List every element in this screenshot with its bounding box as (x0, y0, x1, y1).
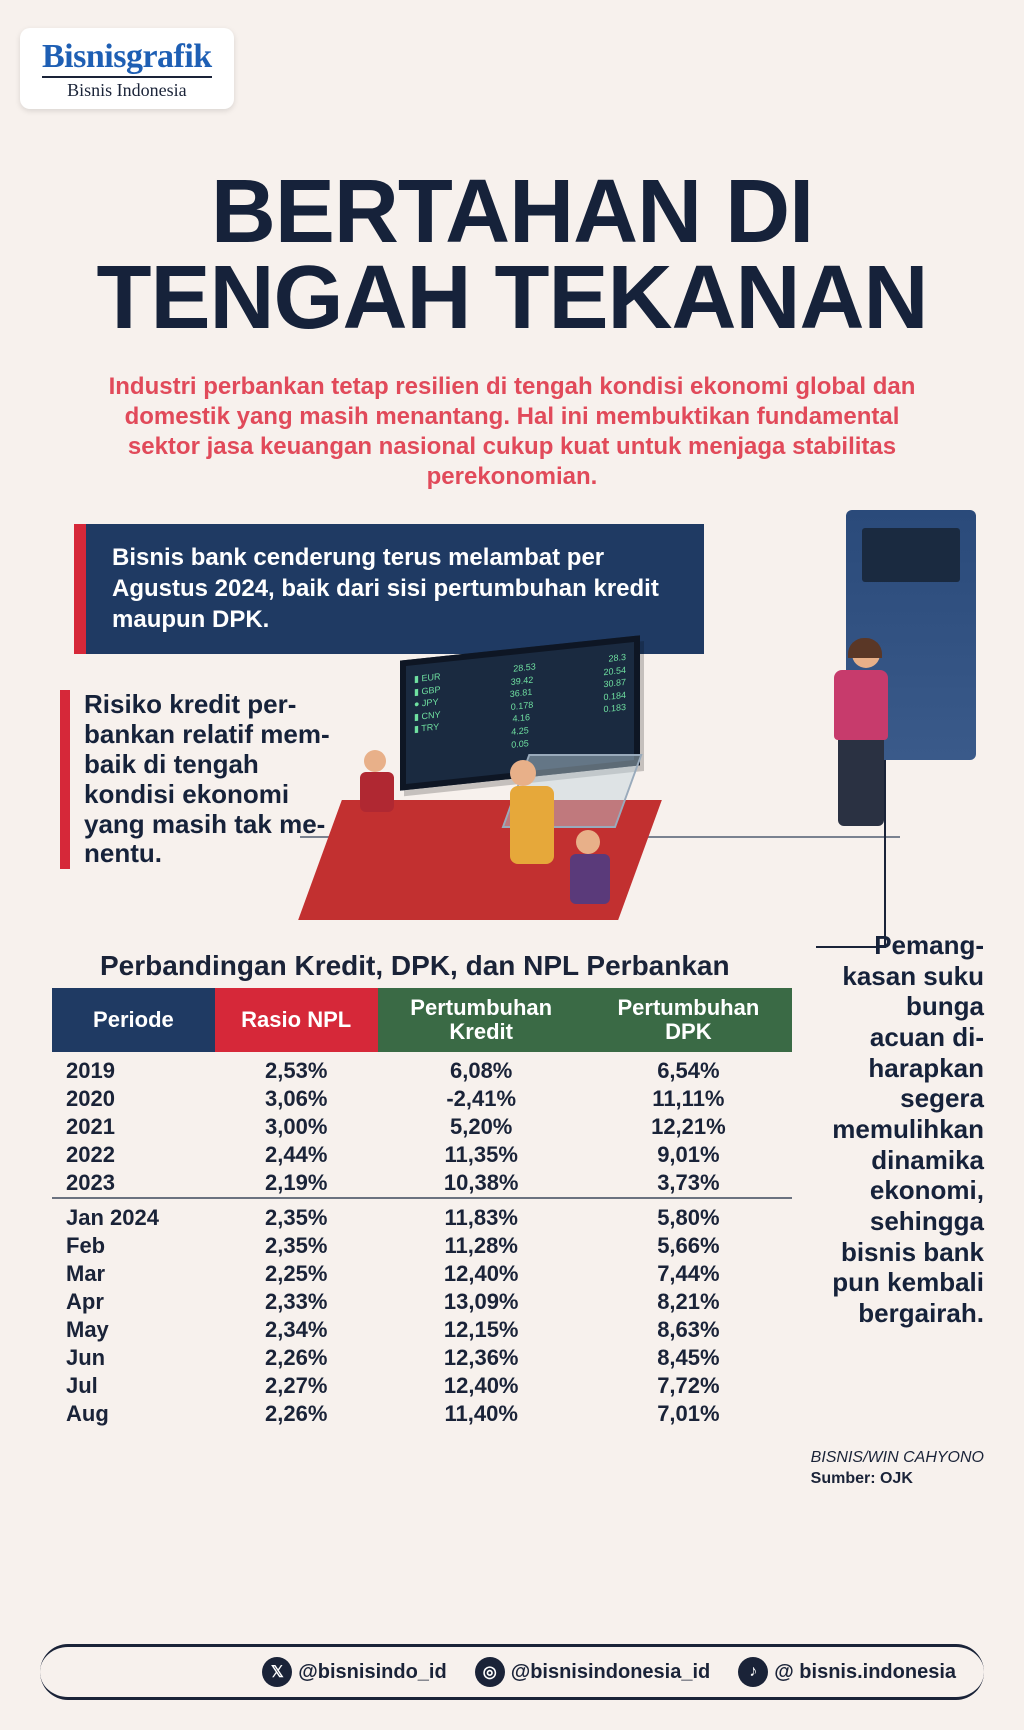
table-row: Jul2,27%12,40%7,72% (52, 1372, 792, 1400)
social-x: 𝕏 @bisnisindo_id (262, 1657, 446, 1687)
headline: BERTAHAN DITENGAH TEKANAN (0, 170, 1024, 341)
comparison-table: Perbandingan Kredit, DPK, dan NPL Perban… (52, 950, 792, 1428)
credit-block: BISNIS/WIN CAHYONO Sumber: OJK (811, 1448, 984, 1490)
table-cell: 8,21% (585, 1288, 792, 1316)
table-row: Mar2,25%12,40%7,44% (52, 1260, 792, 1288)
table-row: Jan 20242,35%11,83%5,80% (52, 1198, 792, 1232)
table-row: Feb2,35%11,28%5,66% (52, 1232, 792, 1260)
table-cell: 3,73% (585, 1169, 792, 1198)
table-cell: 2,44% (215, 1141, 378, 1169)
table-header-cell: PertumbuhanKredit (378, 988, 585, 1052)
table-cell: 2,53% (215, 1052, 378, 1085)
table-cell: 11,35% (378, 1141, 585, 1169)
table-cell: 6,54% (585, 1052, 792, 1085)
table-cell: 2,27% (215, 1372, 378, 1400)
social-ig-handle: @bisnisindonesia_id (511, 1661, 711, 1684)
tiktok-icon: ♪ (738, 1657, 768, 1687)
table-cell: 2,33% (215, 1288, 378, 1316)
table-cell: 12,40% (378, 1260, 585, 1288)
table-row: 20213,00%5,20%12,21% (52, 1113, 792, 1141)
social-tiktok: ♪ @ bisnis.indonesia (738, 1657, 956, 1687)
table-cell: 2019 (52, 1052, 215, 1085)
table-cell: 2023 (52, 1169, 215, 1198)
table-row: May2,34%12,15%8,63% (52, 1316, 792, 1344)
table-row: 20192,53%6,08%6,54% (52, 1052, 792, 1085)
table-title: Perbandingan Kredit, DPK, dan NPL Perban… (52, 950, 792, 982)
table-cell: 3,06% (215, 1085, 378, 1113)
table-cell: 2,35% (215, 1198, 378, 1232)
table-cell: Aug (52, 1400, 215, 1428)
table-cell: 10,38% (378, 1169, 585, 1198)
table-header-cell: Periode (52, 988, 215, 1052)
table-row: Jun2,26%12,36%8,45% (52, 1344, 792, 1372)
table-cell: 9,01% (585, 1141, 792, 1169)
social-tt-handle: @ bisnis.indonesia (774, 1661, 956, 1684)
table-cell: 2,19% (215, 1169, 378, 1198)
callout-primary: Bisnis bank cenderung terus melambat per… (74, 524, 704, 654)
logo-sub: Bisnis Indonesia (42, 76, 212, 101)
customer2-illustration (570, 830, 610, 904)
table-cell: 12,36% (378, 1344, 585, 1372)
table-cell: 8,63% (585, 1316, 792, 1344)
table-cell: 5,20% (378, 1113, 585, 1141)
table-cell: -2,41% (378, 1085, 585, 1113)
table-cell: May (52, 1316, 215, 1344)
customer1-illustration (510, 760, 554, 864)
table-cell: 3,00% (215, 1113, 378, 1141)
table-cell: 11,40% (378, 1400, 585, 1428)
x-icon: 𝕏 (262, 1657, 292, 1687)
table-cell: 8,45% (585, 1344, 792, 1372)
teller-illustration (360, 750, 396, 810)
table-cell: 11,11% (585, 1085, 792, 1113)
callout-side: Pemang-kasan sukubungaacuan di-harapkans… (816, 930, 984, 1329)
table-row: 20222,44%11,35%9,01% (52, 1141, 792, 1169)
logo-main: Bisnisgrafik (42, 38, 212, 76)
table-cell: 12,21% (585, 1113, 792, 1141)
table-cell: 6,08% (378, 1052, 585, 1085)
pointer-line-v (884, 760, 886, 946)
table-cell: 2,25% (215, 1260, 378, 1288)
table-cell: Jan 2024 (52, 1198, 215, 1232)
table-header-cell: Rasio NPL (215, 988, 378, 1052)
table-cell: 5,66% (585, 1232, 792, 1260)
table-cell: 5,80% (585, 1198, 792, 1232)
table-cell: Mar (52, 1260, 215, 1288)
table-cell: 7,01% (585, 1400, 792, 1428)
table-cell: 12,15% (378, 1316, 585, 1344)
table-row: 20203,06%-2,41%11,11% (52, 1085, 792, 1113)
table-cell: 7,44% (585, 1260, 792, 1288)
table-cell: 12,40% (378, 1372, 585, 1400)
table-cell: 2,35% (215, 1232, 378, 1260)
table-cell: 2,26% (215, 1400, 378, 1428)
credit-source: Sumber: OJK (811, 1469, 984, 1490)
table-cell: 2,26% (215, 1344, 378, 1372)
instagram-icon: ◎ (475, 1657, 505, 1687)
table-cell: 11,28% (378, 1232, 585, 1260)
table-row: Aug2,26%11,40%7,01% (52, 1400, 792, 1428)
table-cell: Jun (52, 1344, 215, 1372)
table-cell: 2021 (52, 1113, 215, 1141)
table-cell: 2022 (52, 1141, 215, 1169)
data-table: PeriodeRasio NPLPertumbuhanKreditPertumb… (52, 988, 792, 1428)
credit-byline: BISNIS/WIN CAHYONO (811, 1448, 984, 1469)
social-instagram: ◎ @bisnisindonesia_id (475, 1657, 711, 1687)
table-cell: 7,72% (585, 1372, 792, 1400)
table-cell: 2020 (52, 1085, 215, 1113)
footer-socials: 𝕏 @bisnisindo_id ◎ @bisnisindonesia_id ♪… (40, 1644, 984, 1700)
table-cell: 11,83% (378, 1198, 585, 1232)
social-x-handle: @bisnisindo_id (298, 1661, 446, 1684)
table-cell: 2,34% (215, 1316, 378, 1344)
brand-logo: Bisnisgrafik Bisnis Indonesia (20, 28, 234, 109)
table-row: 20232,19%10,38%3,73% (52, 1169, 792, 1198)
subheadline: Industri perbankan tetap resilien di ten… (90, 372, 934, 492)
table-cell: Feb (52, 1232, 215, 1260)
table-header-cell: PertumbuhanDPK (585, 988, 792, 1052)
table-row: Apr2,33%13,09%8,21% (52, 1288, 792, 1316)
table-cell: Jul (52, 1372, 215, 1400)
callout-risk: Risiko kredit per-bankan relatif mem-bai… (60, 690, 330, 869)
table-cell: Apr (52, 1288, 215, 1316)
table-cell: 13,09% (378, 1288, 585, 1316)
